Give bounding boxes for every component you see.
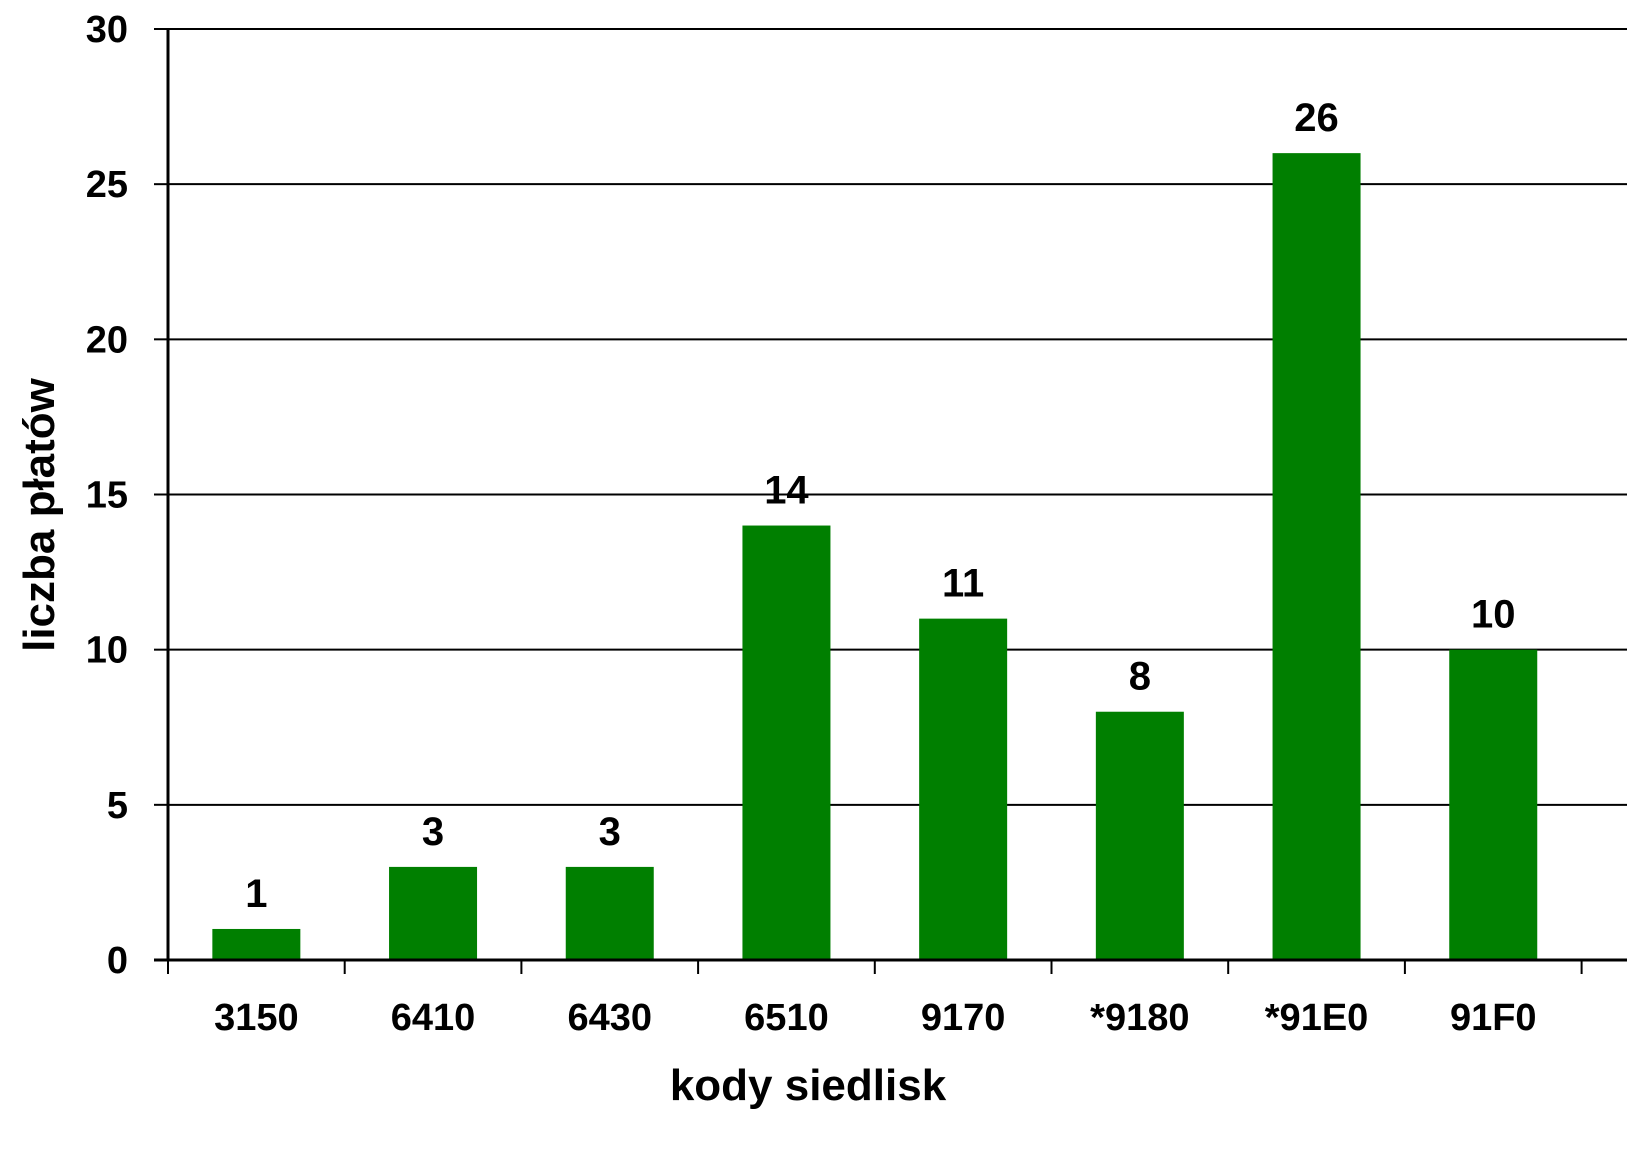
- x-tick-label: 6410: [391, 997, 476, 1039]
- bar: [919, 618, 1008, 960]
- y-tick-label: 25: [86, 164, 128, 206]
- bar: [212, 928, 301, 960]
- y-tick-labels: 0 5 10 15 20 25 30: [86, 9, 128, 982]
- data-label: 26: [1294, 96, 1339, 140]
- y-tick-label: 20: [86, 319, 128, 361]
- gridlines: [168, 28, 1627, 806]
- x-tick-label: 3150: [214, 997, 299, 1039]
- data-labels: 1 3 3 14 11 8 26 10: [245, 96, 1515, 916]
- x-tick-label: *91E0: [1265, 997, 1369, 1039]
- x-tick-label: 6510: [744, 997, 829, 1039]
- data-label: 10: [1471, 593, 1516, 637]
- x-tick-labels: 3150 6410 6430 6510 9170 *9180 *91E0 91F0: [214, 997, 1536, 1039]
- data-label: 3: [599, 810, 621, 854]
- x-axis-title: kody siedlisk: [670, 1061, 947, 1110]
- bar: [389, 866, 478, 960]
- x-tick-label: 6430: [567, 997, 652, 1039]
- data-label: 3: [422, 810, 444, 854]
- bar: [1272, 153, 1361, 961]
- y-tick-label: 30: [86, 9, 128, 51]
- data-label: 11: [942, 562, 984, 606]
- data-label: 14: [764, 469, 809, 513]
- data-label: 8: [1129, 655, 1151, 699]
- x-tick-label: *9180: [1090, 997, 1189, 1039]
- bar: [1095, 711, 1184, 960]
- y-tick-label: 10: [86, 630, 128, 672]
- bar: [1449, 649, 1538, 960]
- y-tick-label: 0: [107, 940, 128, 982]
- data-label: 1: [245, 872, 267, 916]
- y-tick-label: 5: [107, 785, 128, 827]
- x-tick-label: 9170: [921, 997, 1006, 1039]
- bar: [742, 525, 831, 960]
- x-tick-label: 91F0: [1450, 997, 1537, 1039]
- bars: [212, 153, 1538, 961]
- y-axis-title: liczba płatów: [15, 377, 64, 652]
- axes: [154, 28, 1627, 974]
- bar: [565, 866, 654, 960]
- y-tick-label: 15: [86, 475, 128, 517]
